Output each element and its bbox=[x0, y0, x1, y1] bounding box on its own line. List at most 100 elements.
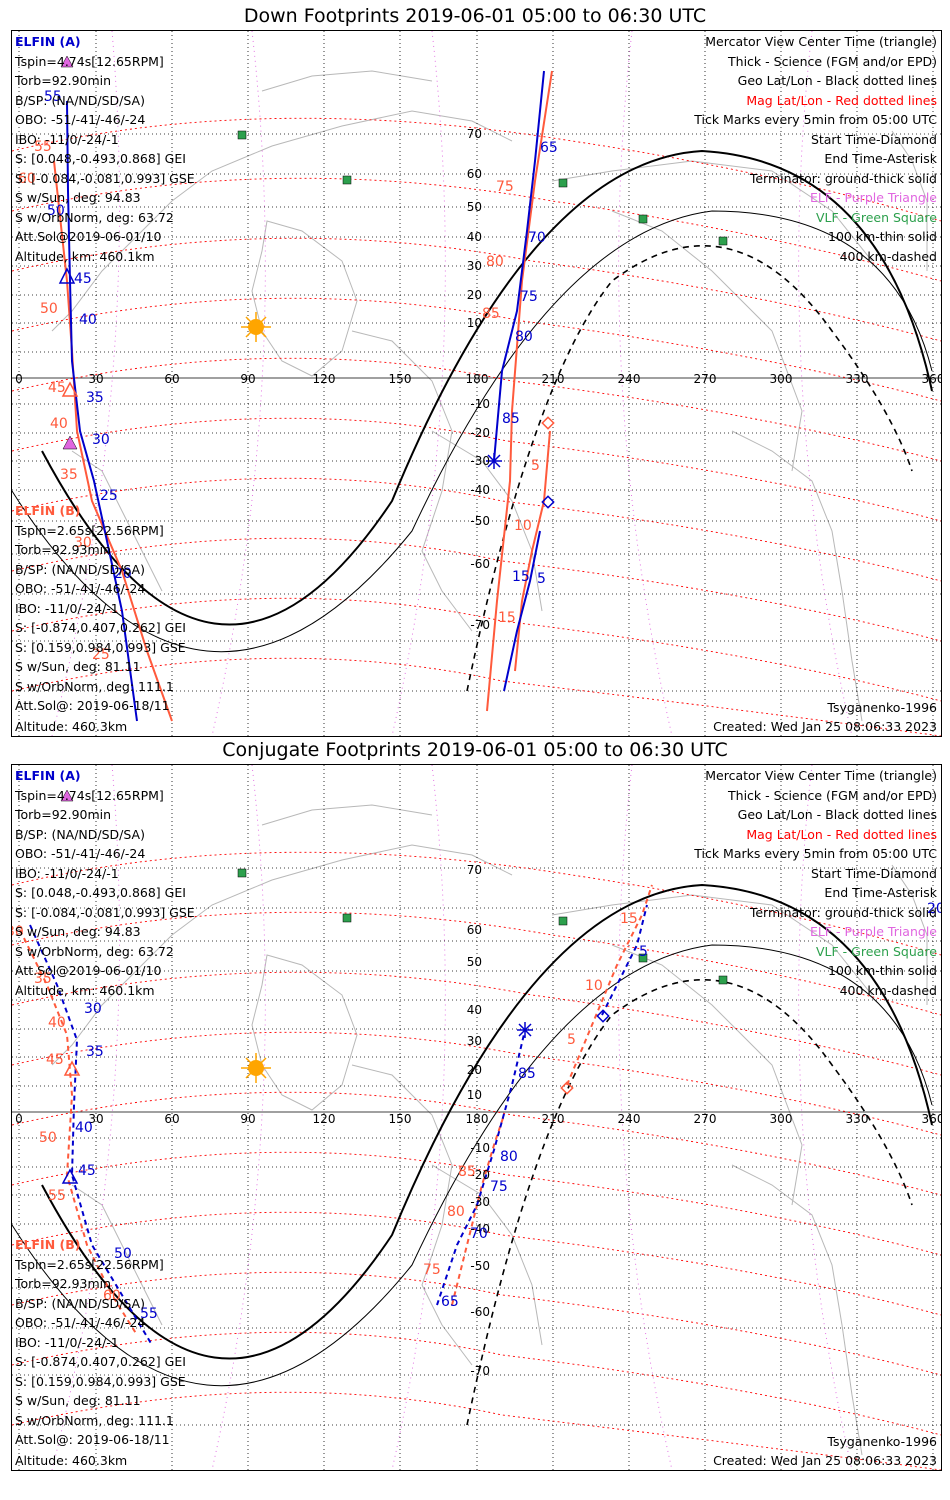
lat-tick-label: 20 bbox=[467, 1063, 482, 1077]
track-tick-label: 5 bbox=[567, 1032, 576, 1048]
lat-tick-label: 60 bbox=[467, 923, 482, 937]
track-tick-label: 65 bbox=[441, 1294, 459, 1310]
track-tick-label: 45 bbox=[78, 1163, 96, 1179]
view-triangle-a bbox=[58, 267, 76, 284]
legend-item: Terminator: ground-thick solid bbox=[749, 170, 937, 186]
lat-tick-label: 20 bbox=[467, 288, 482, 302]
legend-block: Mercator View Center Time (triangle) Thi… bbox=[694, 766, 937, 1000]
lat-labels: 70 60 50 40 30 20 10 -10 -20 -30 -40 -50… bbox=[467, 127, 490, 632]
elfin-b-tick-labels: 30 35 40 45 50 55 60 85 80 75 5 10 15 bbox=[12, 911, 638, 1304]
track-tick-label: 50 bbox=[39, 1130, 57, 1146]
info-line: S w/OrbNorm, deg: 111.1 bbox=[15, 1412, 174, 1428]
sun-icon bbox=[241, 1053, 271, 1083]
lon-tick-label: 240 bbox=[618, 1112, 641, 1126]
track-tick-label: 5 bbox=[639, 944, 648, 960]
lon-tick-label: 210 bbox=[542, 1112, 565, 1126]
lat-tick-label: -10 bbox=[470, 397, 490, 411]
info-line: S w/Sun, deg: 94.83 bbox=[15, 924, 141, 939]
track-tick-label: 55 bbox=[34, 139, 52, 155]
terminator-100km bbox=[12, 210, 933, 653]
lon-tick-label: 300 bbox=[770, 372, 793, 386]
lon-tick-label: 270 bbox=[694, 1112, 717, 1126]
track-tick-label: 15 bbox=[512, 569, 530, 585]
legend-item: ELF - Purple Triangle bbox=[809, 924, 937, 939]
lon-labels: 0 30 60 90 120 150 180 210 240 270 300 3… bbox=[15, 372, 941, 386]
lat-tick-label: 10 bbox=[467, 316, 482, 330]
legend-item: Geo Lat/Lon - Black dotted lines bbox=[737, 807, 937, 822]
elf-triangle-1 bbox=[62, 435, 78, 450]
elfin-a-info: ELFIN (A) Tspin=4.74s[12.65RPM] Torb=92.… bbox=[15, 766, 195, 1000]
legend-item: 400 km-dashed bbox=[839, 982, 937, 998]
terminator-400km bbox=[466, 244, 913, 692]
track-tick-label: 80 bbox=[500, 1149, 518, 1165]
elfin-b-tick-labels: 60 55 50 45 40 35 30 25 75 80 85 5 10 15 bbox=[18, 139, 540, 663]
lon-tick-label: 270 bbox=[694, 372, 717, 386]
info-line: S w/Sun, deg: 94.83 bbox=[15, 190, 141, 205]
info-line: Tspin=2.65s[22.56RPM] bbox=[15, 522, 164, 538]
track-tick-label: 85 bbox=[518, 1066, 536, 1082]
track-tick-label: 60 bbox=[103, 1288, 121, 1304]
legend-block: Mercator View Center Time (triangle) Thi… bbox=[694, 32, 937, 266]
track-tick-label: 75 bbox=[423, 1262, 441, 1278]
track-tick-label: 80 bbox=[486, 254, 504, 270]
info-line: IBO: -11/0/-24/-1 bbox=[15, 131, 119, 147]
lat-tick-label: 30 bbox=[467, 1034, 482, 1048]
track-tick-label: 40 bbox=[75, 1120, 93, 1136]
track-tick-label: 30 bbox=[92, 432, 110, 448]
start-diamond-b bbox=[560, 1081, 574, 1095]
track-tick-label: 40 bbox=[50, 416, 68, 432]
lon-tick-label: 90 bbox=[240, 1112, 255, 1126]
info-line: S: [-0.874,0.407,0.262] GEI bbox=[15, 1354, 186, 1369]
track-tick-label: 65 bbox=[540, 140, 558, 156]
legend-item: End Time-Asterisk bbox=[824, 151, 937, 166]
legend-item: 400 km-dashed bbox=[839, 248, 937, 264]
lat-tick-label: 10 bbox=[467, 1088, 482, 1102]
legend-item: Start Time-Diamond bbox=[810, 865, 937, 881]
lon-tick-label: 0 bbox=[15, 372, 23, 386]
elfin-a-track bbox=[29, 904, 648, 1346]
track-tick-label: 25 bbox=[92, 647, 110, 663]
info-line: Att.Sol@: 2019-06-18/11 bbox=[15, 698, 170, 713]
elfin-b-name: ELFIN (B) bbox=[15, 1237, 81, 1252]
track-tick-label: 5 bbox=[531, 458, 540, 474]
lat-tick-label: -10 bbox=[470, 1141, 490, 1155]
lon-tick-label: 60 bbox=[164, 372, 179, 386]
info-line: IBO: -11/0/-24/-1 bbox=[15, 865, 119, 881]
legend-item: Mag Lat/Lon - Red dotted lines bbox=[746, 826, 937, 842]
legend-item: 100 km-thin solid bbox=[828, 229, 937, 244]
info-line: B/SP: (NA/ND/SD/SA) bbox=[15, 561, 145, 577]
vlf-markers bbox=[237, 130, 728, 246]
map-canvas-conjugate: 0 30 60 90 120 150 180 210 240 270 300 3… bbox=[12, 765, 941, 1470]
info-line: S w/OrbNorm, deg: 63.72 bbox=[15, 943, 174, 959]
elfin-a-tick-labels: 30 35 40 45 50 55 85 80 75 70 65 5 20 bbox=[75, 901, 941, 1322]
info-line: S w/Sun, deg: 81.11 bbox=[15, 659, 141, 674]
elfin-b-altitude: Altitude: 460.3km bbox=[15, 719, 128, 734]
lon-tick-label: 180 bbox=[466, 372, 489, 386]
track-tick-label: 30 bbox=[74, 535, 92, 551]
lat-tick-label: -40 bbox=[470, 483, 490, 497]
track-tick-label: 80 bbox=[447, 1204, 465, 1220]
lat-tick-label: 50 bbox=[467, 200, 482, 214]
lat-tick-label: -70 bbox=[470, 1364, 490, 1378]
track-tick-label: 30 bbox=[84, 1001, 102, 1017]
terminator-ground bbox=[41, 149, 933, 626]
lat-tick-label: -50 bbox=[470, 1259, 490, 1273]
legend-item: Mercator View Center Time (triangle) bbox=[705, 768, 937, 783]
info-line: Torb=92.93min bbox=[15, 1276, 112, 1291]
track-tick-label: 60 bbox=[18, 171, 36, 187]
info-line: Altitude, km: 460.1km bbox=[15, 982, 155, 998]
legend-item: Tick Marks every 5min from 05:00 UTC bbox=[694, 846, 937, 861]
track-tick-label: 45 bbox=[46, 1052, 64, 1068]
track-tick-label: 50 bbox=[40, 301, 58, 317]
track-tick-label: 50 bbox=[47, 203, 65, 219]
lat-tick-label: 70 bbox=[467, 863, 482, 877]
info-line: S: [-0.874,0.407,0.262] GEI bbox=[15, 620, 186, 635]
info-line: Tspin=4.74s[12.65RPM] bbox=[15, 53, 164, 69]
lon-labels: 0 30 60 90 120 150 180 210 240 270 300 3… bbox=[15, 1112, 941, 1126]
model-label: Tsyganenko-1996 bbox=[827, 700, 937, 715]
map-panel-down: 0 30 60 90 120 150 180 210 240 270 300 3… bbox=[11, 30, 942, 737]
info-line: S w/Sun, deg: 81.11 bbox=[15, 1393, 141, 1408]
info-line: Att.Sol@: 2019-06-18/11 bbox=[15, 1432, 170, 1447]
track-tick-label: 40 bbox=[79, 312, 97, 328]
elfin-a-name: ELFIN (A) bbox=[15, 768, 81, 783]
